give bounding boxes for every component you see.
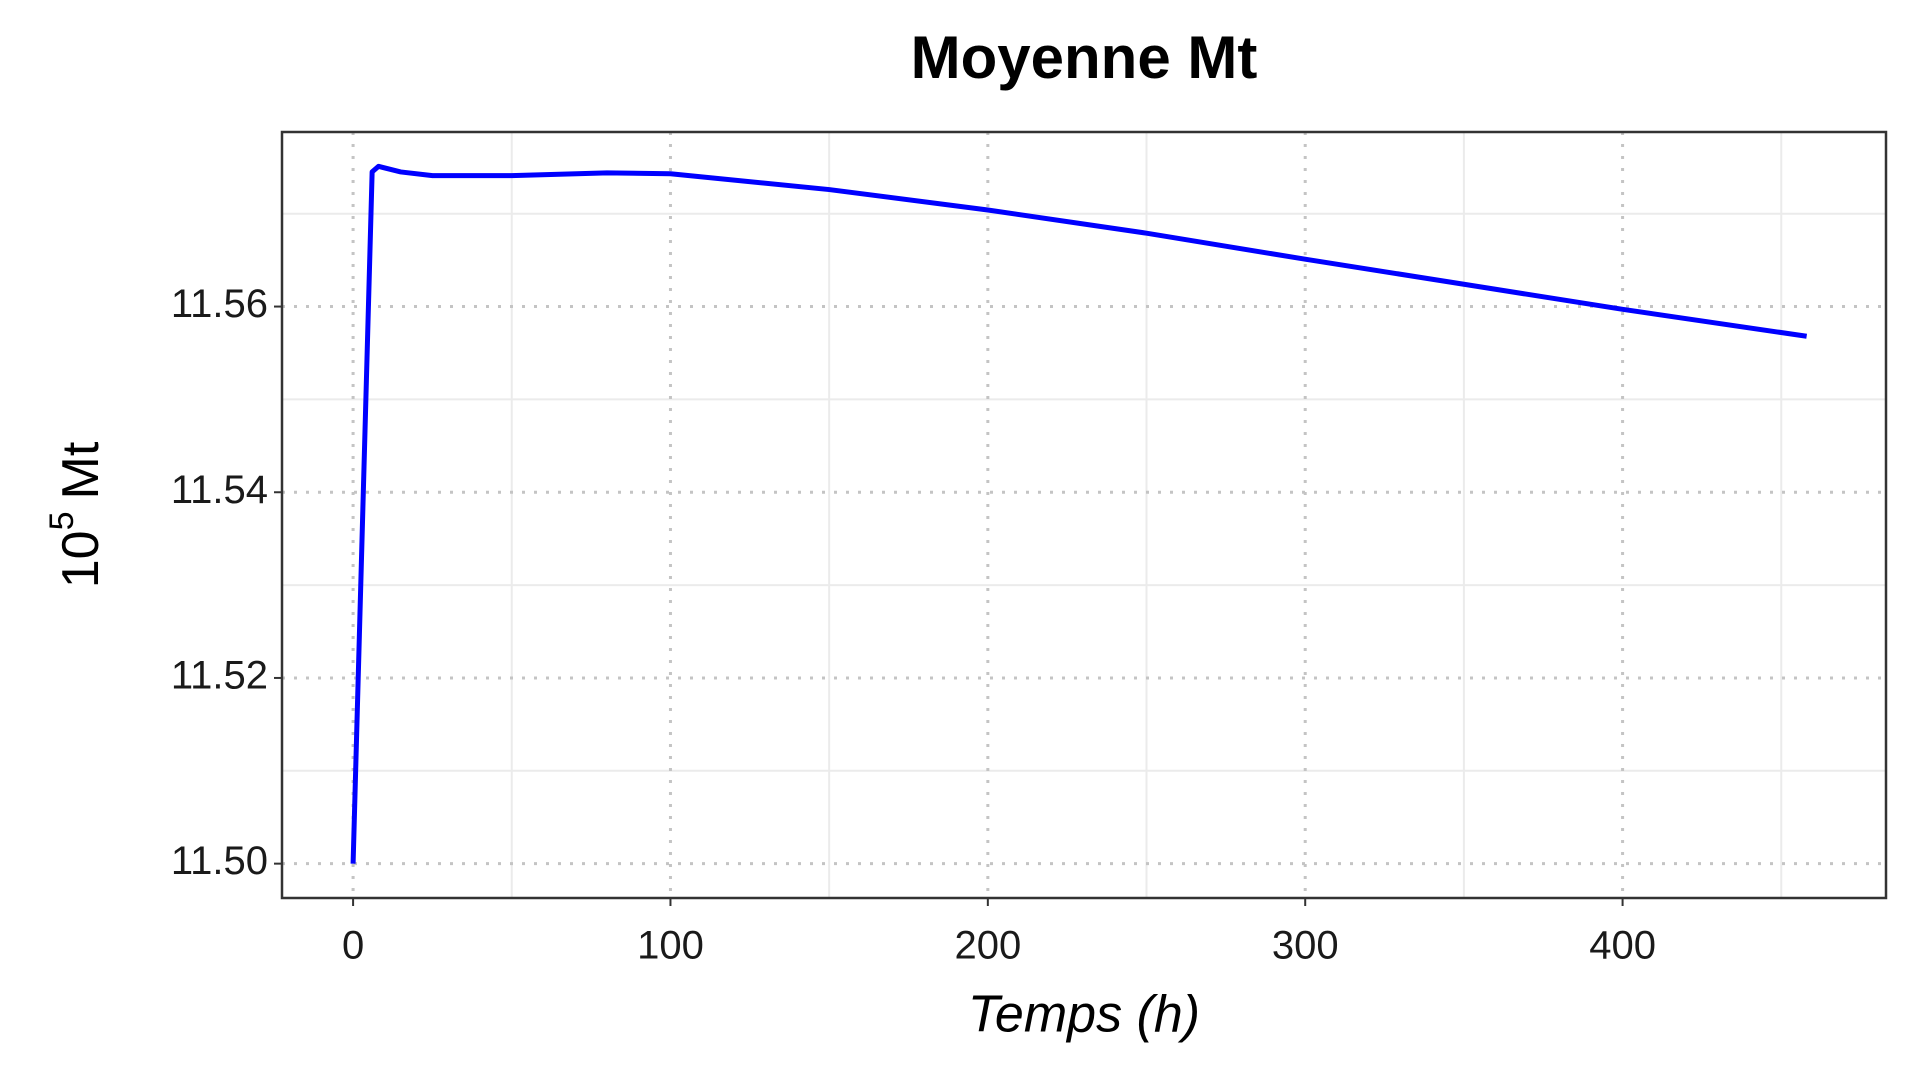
- chart-title: Moyenne Mt: [911, 24, 1258, 91]
- y-axis-title: 105 Mt: [43, 441, 110, 588]
- y-title-exponent: 5: [43, 512, 81, 531]
- x-tick-label: 0: [342, 924, 364, 968]
- x-tick-label: 200: [954, 924, 1021, 968]
- x-tick-label: 300: [1272, 924, 1339, 968]
- y-tick-label: 11.54: [171, 468, 268, 512]
- y-title-unit: Mt: [52, 441, 110, 499]
- y-tick-label: 11.50: [171, 839, 268, 883]
- data-line: [350, 163, 1808, 864]
- y-tick-label: 11.56: [171, 282, 268, 326]
- x-axis-title: Temps (h): [968, 986, 1200, 1044]
- x-tick-label: 400: [1589, 924, 1656, 968]
- x-tick-label: 100: [637, 924, 704, 968]
- y-title-base: 10: [52, 530, 110, 588]
- y-tick-label: 11.52: [171, 654, 268, 698]
- plot-border: [280, 130, 1888, 900]
